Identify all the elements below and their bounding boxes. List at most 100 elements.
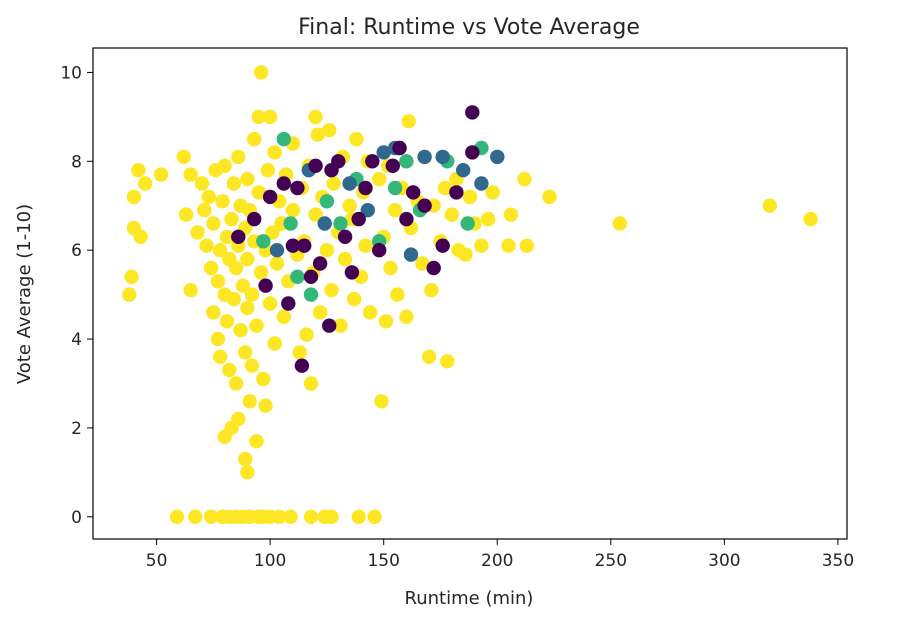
data-point [244, 358, 260, 373]
data-point [324, 509, 339, 524]
data-point [374, 394, 389, 409]
data-point [358, 238, 373, 253]
data-point [322, 318, 337, 333]
y-tick-label: 0 [71, 508, 82, 528]
data-point [367, 509, 382, 524]
data-point [253, 65, 269, 80]
data-point [349, 131, 364, 147]
data-point [337, 229, 353, 244]
data-point [203, 509, 219, 524]
data-point [303, 509, 319, 524]
data-point [169, 509, 185, 524]
data-point [351, 509, 366, 524]
data-point [392, 140, 407, 156]
data-point [333, 318, 348, 333]
data-point [421, 349, 437, 364]
data-point [240, 251, 255, 267]
data-point [133, 229, 148, 244]
data-point [258, 398, 273, 413]
data-point [290, 269, 305, 284]
data-point [299, 327, 314, 342]
chart-title: Final: Runtime vs Vote Average [298, 15, 640, 40]
data-point [258, 278, 273, 293]
data-point [417, 149, 432, 165]
data-point [283, 509, 298, 524]
y-axis-label: Vote Average (1-10) [14, 204, 35, 384]
data-point [303, 376, 319, 391]
data-point [312, 305, 328, 320]
x-axis-label: Runtime (min) [405, 588, 534, 609]
data-point [344, 265, 360, 280]
x-tick-label: 100 [254, 551, 286, 571]
data-point [231, 149, 246, 165]
data-point [376, 145, 391, 160]
data-point [365, 154, 380, 169]
data-point [435, 149, 450, 165]
data-point [333, 216, 348, 231]
y-tick-label: 2 [71, 419, 82, 439]
data-point [399, 309, 414, 324]
data-point [342, 198, 357, 213]
x-axis: 50 100 150 200 250 300 350 [146, 539, 854, 571]
data-point [281, 296, 296, 311]
data-point [387, 203, 403, 218]
data-point [312, 256, 328, 271]
data-point [465, 145, 480, 160]
data-point [201, 189, 216, 205]
x-tick-label: 300 [708, 551, 740, 571]
data-point [403, 247, 419, 262]
data-point [444, 207, 459, 222]
data-point [474, 238, 489, 253]
y-axis: 0 2 4 6 8 10 [60, 63, 93, 528]
data-point [240, 465, 255, 480]
x-tick-label: 350 [822, 551, 854, 571]
x-tick-label: 50 [146, 551, 168, 571]
data-point [213, 243, 228, 258]
data-point [249, 318, 264, 333]
data-point [240, 300, 255, 316]
data-point [231, 229, 246, 244]
data-point [210, 331, 226, 347]
data-point [292, 345, 307, 360]
data-point [424, 283, 439, 298]
data-point [542, 189, 557, 205]
data-point [228, 260, 244, 276]
y-tick-label: 8 [71, 152, 82, 172]
data-point [228, 376, 244, 391]
data-point [276, 131, 291, 147]
data-point [362, 305, 378, 320]
data-point [244, 287, 260, 302]
data-point [308, 109, 323, 125]
data-point [310, 127, 325, 142]
data-point [194, 176, 210, 191]
data-point [322, 123, 337, 138]
data-point [267, 145, 282, 160]
data-point [238, 451, 253, 467]
data-point [401, 114, 416, 129]
data-point [226, 176, 241, 191]
data-point [399, 211, 414, 227]
data-point [460, 216, 475, 231]
data-point [501, 238, 516, 253]
data-point [269, 256, 285, 271]
data-point [269, 243, 285, 258]
data-point [276, 176, 291, 191]
data-point [458, 247, 473, 262]
data-point [337, 251, 353, 267]
data-point [206, 216, 221, 231]
x-tick-label: 200 [481, 551, 513, 571]
data-point [319, 243, 335, 258]
data-point [372, 171, 387, 187]
data-point [183, 167, 198, 182]
data-point [762, 198, 777, 213]
data-point [138, 176, 153, 191]
x-tick-label: 150 [367, 551, 399, 571]
data-point [387, 180, 403, 196]
points-layer [122, 65, 818, 524]
data-point [474, 176, 489, 191]
data-point [326, 176, 341, 191]
data-point [285, 238, 301, 253]
data-point [188, 509, 203, 524]
x-tick-label: 250 [595, 551, 627, 571]
data-point [210, 274, 226, 289]
